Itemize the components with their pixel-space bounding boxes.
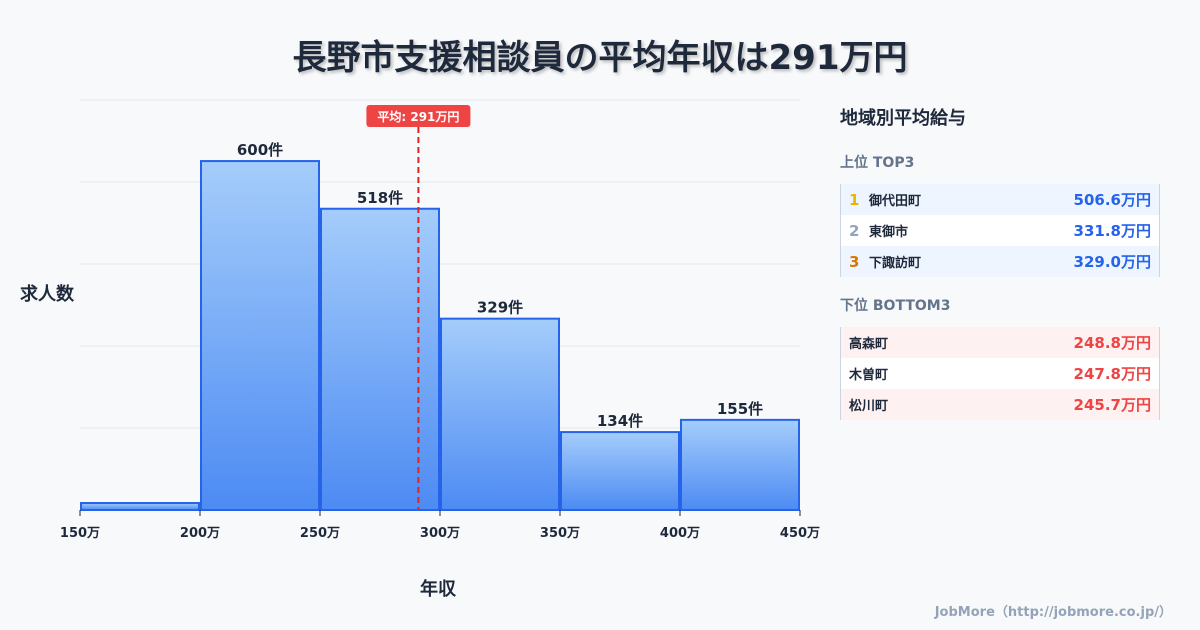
panel-title: 地域別平均給与 [840,108,966,129]
region-name: 松川町 [849,399,889,414]
x-tick-label: 350万 [540,526,580,541]
salary-value: 247.8万円 [1073,365,1151,383]
x-tick-label: 150万 [60,526,100,541]
rank: 3 [849,252,860,271]
x-tick-label: 200万 [180,526,220,541]
x-tick-label: 450万 [780,526,820,541]
table-row: 3 下諏訪町 329.0万円 [841,246,1159,277]
table-row: 高森町 248.8万円 [841,327,1159,358]
x-tick-label: 400万 [660,526,700,541]
data-label: 600件 [237,141,283,159]
salary-value: 329.0万円 [1073,253,1151,271]
salary-value: 506.6万円 [1073,191,1151,209]
data-label: 329件 [477,299,523,317]
bar [80,502,200,511]
table-row: 木曽町 247.8万円 [841,358,1159,389]
data-label: 155件 [717,400,763,418]
table-row: 2 東御市 331.8万円 [841,215,1159,246]
bar [440,317,560,511]
region-name: 木曽町 [849,368,889,383]
x-tick-label: 300万 [420,526,460,541]
salary-value: 248.8万円 [1073,334,1151,352]
table-row: 1 御代田町 506.6万円 [841,184,1159,215]
x-tick-label: 250万 [300,526,340,541]
bar [320,207,440,511]
region-name: 高森町 [849,337,889,352]
bottom3-heading: 下位 BOTTOM3 [840,298,951,314]
top3-heading: 上位 TOP3 [840,155,915,171]
region-name: 御代田町 [869,194,922,209]
data-label: 134件 [597,412,643,430]
regional-salary-panel: 地域別平均給与 上位 TOP3 1 御代田町 506.6万円 2 東御市 331.8万円… [840,104,1160,438]
chart-title: 長野市支援相談員の平均年収は291万円 [292,38,908,78]
rank: 2 [849,221,860,240]
data-label: 518件 [357,189,403,207]
table-row: 松川町 245.7万円 [841,389,1159,420]
region-name: 下諏訪町 [869,256,922,271]
bottom3-table: 高森町 248.8万円 木曽町 247.8万円 松川町 245.7万円 [840,327,1160,420]
bar [560,431,680,511]
x-axis-label: 年収 [420,579,456,600]
salary-value: 331.8万円 [1073,222,1151,240]
bar [680,418,800,511]
bar [200,160,320,511]
footer-credit: JobMore（http://jobmore.co.jp/） [934,605,1172,620]
region-name: 東御市 [869,225,909,240]
salary-value: 245.7万円 [1073,396,1151,414]
mean-badge [366,105,471,127]
y-axis-label: 求人数 [20,284,74,305]
rank: 1 [849,190,860,209]
histogram: 600件 518件 329件 134件 155件 150万 200万 250万 300万 350万… [60,99,820,541]
mean-label: 平均: 291万円 [377,109,459,124]
top3-table: 1 御代田町 506.6万円 2 東御市 331.8万円 3 下諏訪町 329.0万円 [840,184,1160,277]
